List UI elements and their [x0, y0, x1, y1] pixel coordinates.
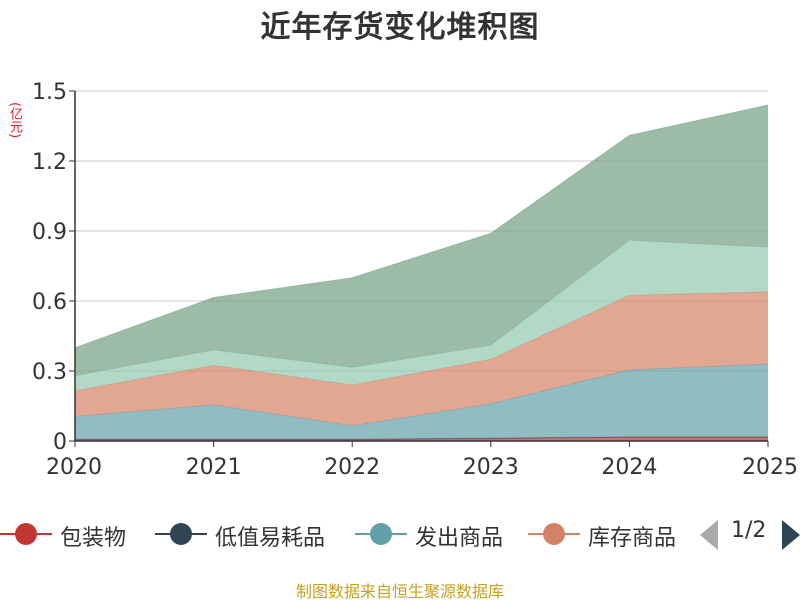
x-tick-label: 2020	[46, 455, 102, 480]
legend-swatch-dot	[370, 523, 392, 545]
y-axis-unit-label: (亿元)	[7, 101, 22, 139]
x-tick-label: 2023	[463, 455, 519, 480]
y-tick-label: 0	[53, 430, 67, 455]
axis-layer	[69, 90, 769, 447]
area-series-5	[75, 240, 768, 391]
area-series-6	[75, 105, 768, 376]
chart-title: 近年存货变化堆积图	[260, 10, 540, 45]
series-line-6	[74, 104, 769, 349]
area-series-3	[75, 364, 768, 440]
legend: 包装物 低值易耗品 发出商品 库存商品	[0, 512, 690, 556]
area-series-4	[75, 291, 768, 426]
x-tick-label: 2025	[742, 455, 798, 480]
x-tick-label: 2021	[186, 455, 242, 480]
legend-label: 发出商品	[415, 526, 504, 551]
y-tick-label: 1.5	[32, 80, 67, 105]
legend-page-indicator: 1/2	[731, 518, 767, 543]
legend-swatch-dot	[170, 523, 192, 545]
y-tick-label: 0.6	[32, 290, 67, 315]
legend-swatch-dot	[543, 523, 565, 545]
area-layer	[74, 104, 769, 441]
x-tick-label: 2024	[601, 455, 657, 480]
y-tick-label: 1.2	[32, 150, 67, 175]
tick-label-layer: 0 0.3 0.6 0.9 1.2 1.5 2020 2021 2022 2023 2024 2025	[32, 80, 798, 480]
legend-prev-page-icon[interactable]	[700, 520, 718, 550]
legend-label: 低值易耗品	[215, 526, 326, 551]
legend-label: 库存商品	[588, 526, 677, 551]
x-tick-label: 2022	[324, 455, 380, 480]
y-tick-label: 0.3	[32, 360, 67, 385]
source-note: 制图数据来自恒生聚源数据库	[295, 582, 504, 601]
legend-next-page-icon[interactable]	[782, 520, 800, 550]
y-tick-label: 0.9	[32, 220, 67, 245]
legend-label: 包装物	[60, 526, 127, 551]
legend-swatch-dot	[15, 523, 37, 545]
